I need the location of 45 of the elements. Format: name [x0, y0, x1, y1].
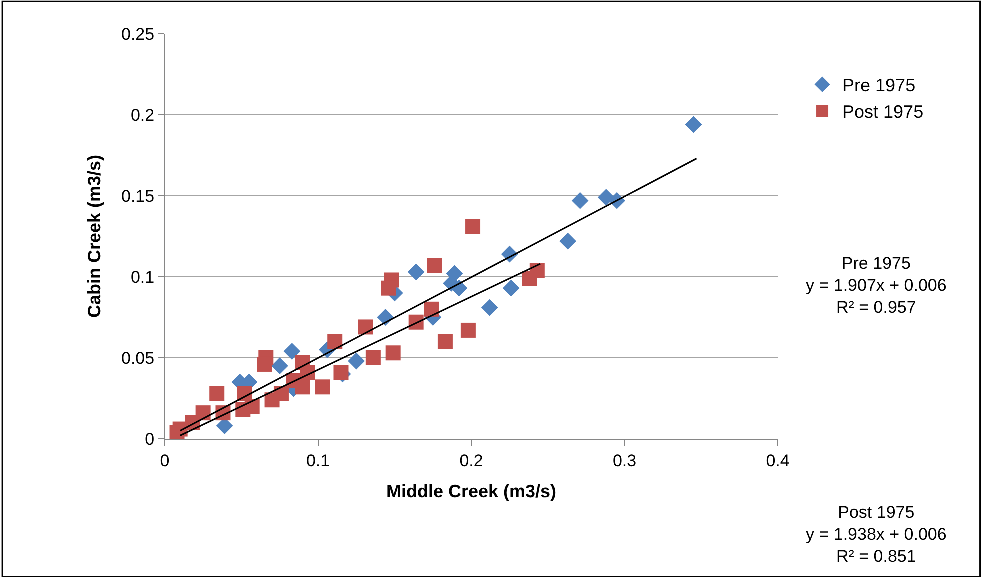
x-tick-label: 0.4 — [766, 451, 790, 470]
point — [466, 219, 481, 234]
point — [170, 425, 185, 439]
point — [598, 189, 615, 206]
point — [572, 192, 589, 210]
point — [386, 346, 401, 361]
y-tick-label: 0.2 — [130, 106, 155, 125]
point — [502, 280, 520, 297]
x-tick-label: 0.2 — [460, 451, 484, 470]
y-tick-label: 0.05 — [122, 348, 155, 368]
x-axis-title: Middle Creek (m3/s) — [386, 482, 557, 502]
point — [358, 320, 374, 335]
point — [381, 280, 396, 296]
point — [427, 258, 442, 274]
point — [438, 334, 453, 350]
point — [334, 365, 349, 380]
point — [271, 358, 288, 375]
text: Post 1975 y = 1.938x + 0.006 R² = 0.851 — [806, 503, 947, 566]
legend-label: Pre 1975 — [842, 76, 916, 96]
x-tick-label: 0.1 — [306, 451, 330, 470]
point — [366, 350, 381, 366]
x-tick-label: 0 — [160, 451, 170, 470]
point — [560, 232, 576, 250]
point — [274, 386, 289, 402]
y-tick-label: 0.15 — [122, 186, 155, 206]
point — [481, 299, 498, 316]
y-axis-title: Cabin Creek (m3/s) — [84, 154, 105, 318]
point — [424, 302, 440, 317]
y-tick-label: 0.1 — [130, 268, 155, 287]
point — [685, 116, 702, 134]
point — [460, 322, 476, 338]
point — [244, 399, 260, 414]
point — [522, 271, 538, 286]
point — [257, 356, 272, 372]
point — [210, 386, 225, 402]
point — [348, 352, 366, 370]
y-tick-label: 0 — [145, 430, 155, 449]
text: Pre 1975 y = 1.907x + 0.006 R² = 0.957 — [806, 254, 947, 318]
legend-label: Post 1975 — [842, 102, 924, 122]
point — [408, 264, 425, 281]
point — [284, 343, 301, 360]
x-tick-label: 0.3 — [612, 451, 637, 470]
point — [328, 334, 343, 350]
point — [315, 380, 330, 395]
y-tick-label: 0.25 — [122, 24, 155, 44]
